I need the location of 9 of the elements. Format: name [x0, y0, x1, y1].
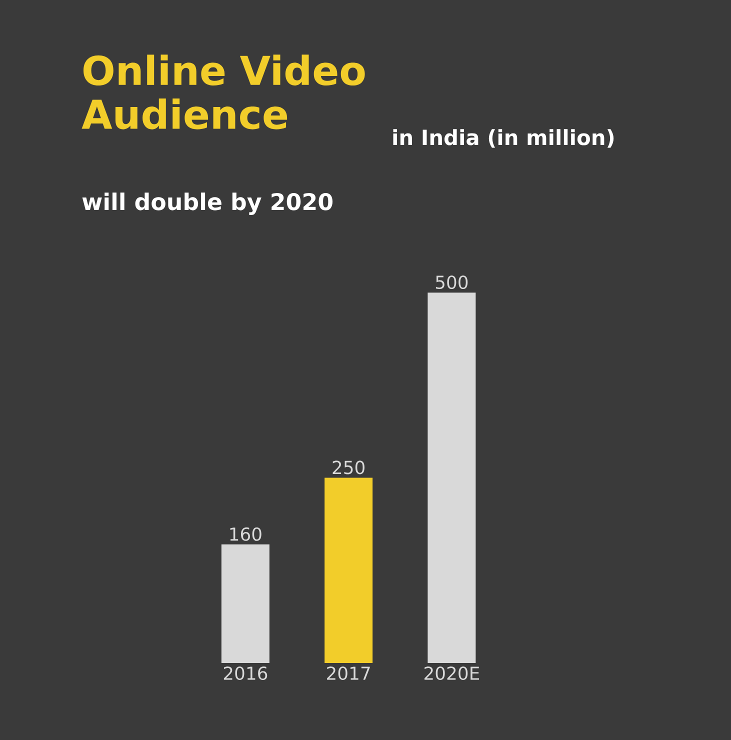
- text: will double by 2020: [82, 192, 333, 215]
- data-label: 160: [230, 527, 262, 541]
- chart-subtitle: in India (in million): [393, 129, 614, 148]
- x-tick-label: 2017: [327, 666, 370, 680]
- data-label: 250: [332, 460, 364, 474]
- chart-title: Online Video Audience: [82, 54, 365, 130]
- x-tick-label: 2016: [224, 666, 268, 680]
- data-label: 500: [436, 276, 468, 290]
- x-tick-label: 2020E: [424, 666, 480, 680]
